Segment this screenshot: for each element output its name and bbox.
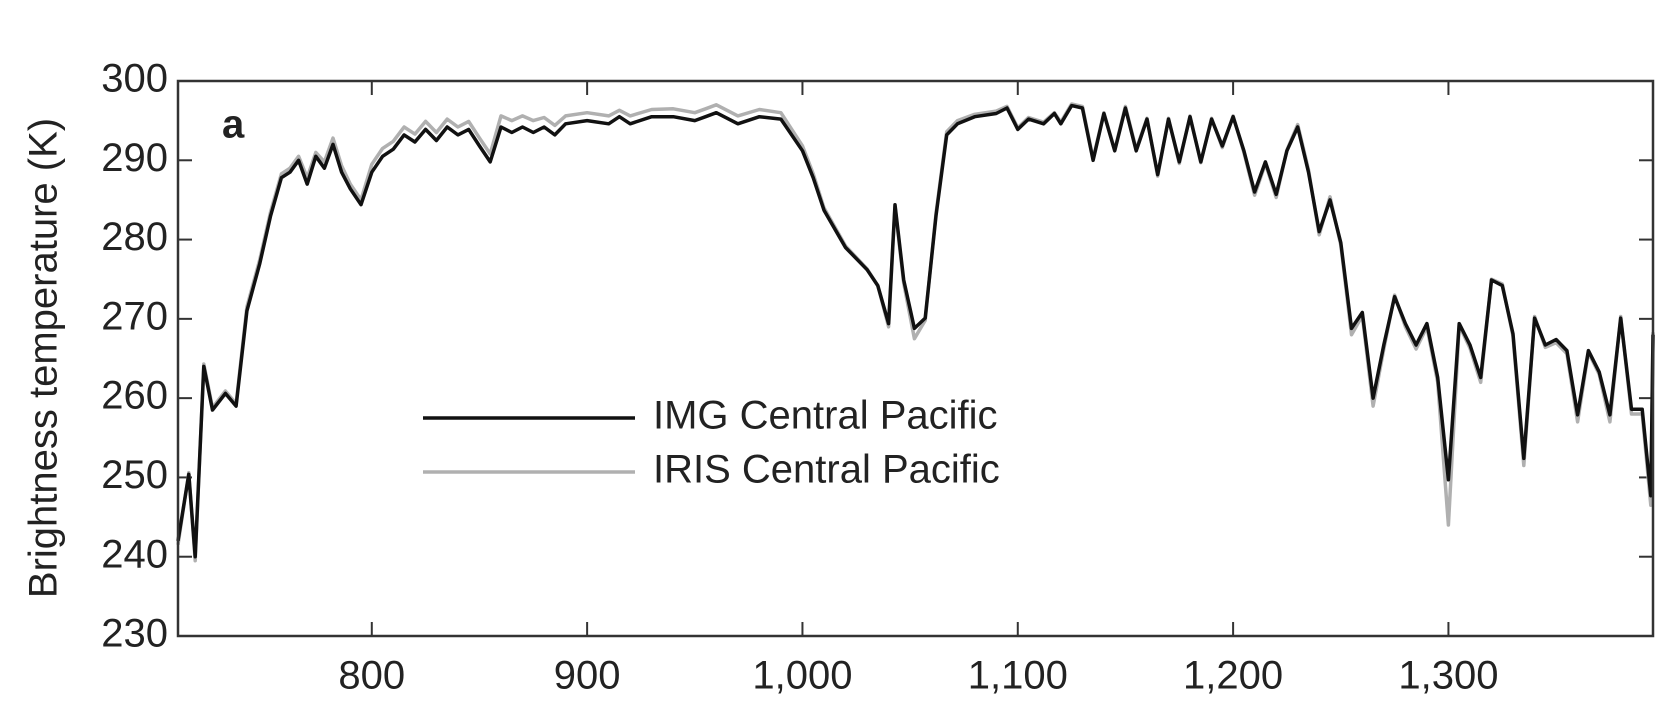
y-tick-label: 260	[101, 374, 168, 418]
y-tick-label: 250	[101, 453, 168, 497]
panel-label: a	[222, 103, 245, 147]
y-tick-label: 270	[101, 294, 168, 338]
series-line	[176, 103, 1655, 559]
legend-label: IRIS Central Pacific	[653, 448, 1000, 492]
x-tick-label: 800	[338, 654, 405, 698]
legend-label: IMG Central Pacific	[653, 394, 998, 438]
y-tick-label: 230	[101, 612, 168, 656]
y-tick-label: 290	[101, 136, 168, 180]
x-tick-label: 1,200	[1183, 654, 1283, 698]
x-tick-label: 1,300	[1398, 654, 1498, 698]
plot-frame	[176, 79, 1655, 638]
x-tick-label: 1,100	[968, 654, 1068, 698]
y-tick-label: 280	[101, 215, 168, 259]
y-tick-label: 240	[101, 532, 168, 576]
x-tick-label: 900	[554, 654, 621, 698]
x-tick-label: 1,000	[752, 654, 852, 698]
y-axis-label: Brightness temperature (K)	[22, 118, 66, 598]
y-tick-label: 300	[101, 57, 168, 101]
